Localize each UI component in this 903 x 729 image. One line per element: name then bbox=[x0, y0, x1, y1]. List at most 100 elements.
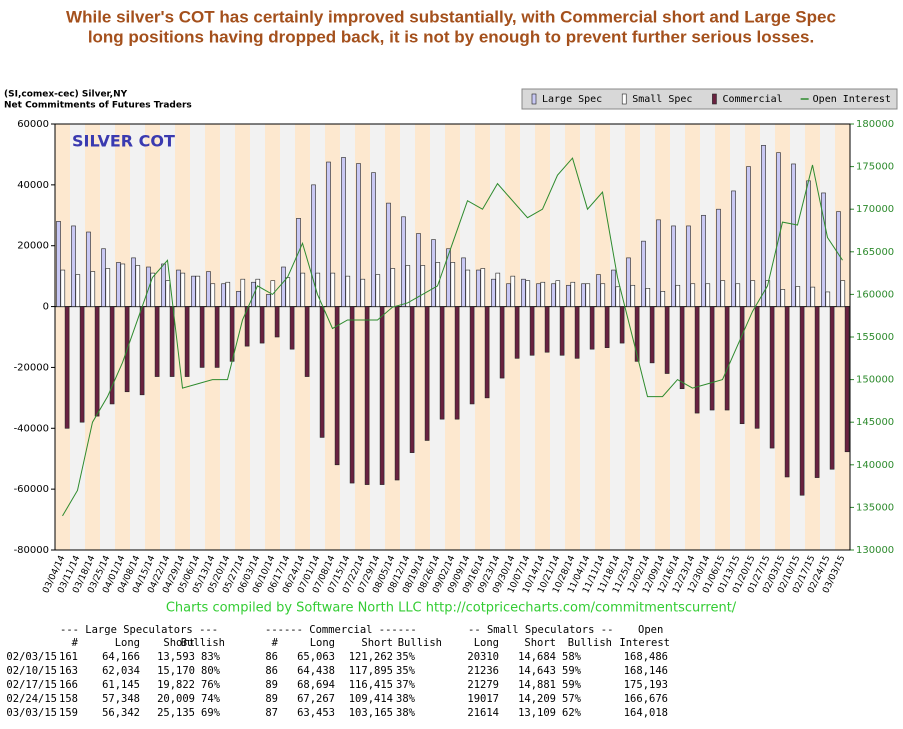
bar bbox=[105, 268, 111, 307]
open-interest-line bbox=[62, 157, 843, 517]
table-cell: 19,822 bbox=[157, 679, 195, 691]
chart-title: While silver's COT has certainly improve… bbox=[66, 7, 836, 26]
table-cell: 35% bbox=[396, 665, 416, 677]
table-cell: 89 bbox=[265, 693, 278, 705]
bar bbox=[285, 277, 291, 307]
y2-tick-label: 140000 bbox=[856, 460, 894, 471]
bar bbox=[555, 280, 561, 307]
week-stripe bbox=[85, 124, 100, 550]
table-cell: 21614 bbox=[467, 707, 499, 719]
legend-box bbox=[521, 88, 898, 110]
bar bbox=[274, 306, 280, 338]
bar bbox=[701, 214, 706, 307]
bar bbox=[214, 306, 220, 368]
bar bbox=[90, 271, 96, 307]
table-cell: 13,593 bbox=[157, 651, 195, 663]
bar bbox=[184, 306, 190, 377]
bar bbox=[424, 306, 430, 441]
table-column: # bbox=[272, 637, 279, 649]
bar bbox=[225, 281, 231, 307]
bar bbox=[304, 306, 310, 377]
bar bbox=[491, 278, 496, 307]
bar bbox=[784, 306, 790, 478]
table-column: Long bbox=[474, 637, 499, 649]
bar bbox=[649, 306, 655, 364]
table-cell: 83% bbox=[201, 651, 221, 663]
chart-label: Net Commitments of Futures Traders bbox=[4, 101, 192, 111]
bar bbox=[431, 239, 436, 307]
bar bbox=[356, 163, 361, 307]
bar bbox=[694, 306, 700, 414]
bar bbox=[619, 306, 625, 344]
week-stripe bbox=[145, 124, 160, 550]
bar bbox=[180, 272, 186, 307]
bar bbox=[349, 306, 355, 484]
bar bbox=[409, 306, 415, 453]
bar bbox=[844, 306, 850, 453]
table-cell: 35% bbox=[396, 651, 416, 663]
table-cell: 63,453 bbox=[297, 707, 335, 719]
table-cell: 25,135 bbox=[157, 707, 195, 719]
bar bbox=[540, 281, 546, 307]
table-cell: 64,438 bbox=[297, 665, 335, 677]
week-stripe bbox=[265, 124, 280, 550]
bar bbox=[101, 248, 106, 307]
bar bbox=[135, 265, 141, 307]
bar bbox=[229, 306, 235, 362]
table-group: Open bbox=[638, 624, 663, 636]
y2-tick-label: 175000 bbox=[856, 162, 894, 173]
table-cell: 38% bbox=[396, 707, 416, 719]
table-cell: 37% bbox=[396, 679, 416, 691]
table-cell: 15,170 bbox=[157, 665, 195, 677]
week-stripe bbox=[250, 124, 265, 550]
bar bbox=[776, 152, 781, 307]
legend-label: Open Interest bbox=[813, 94, 891, 105]
bar bbox=[570, 281, 576, 307]
table-column: Short bbox=[524, 637, 556, 649]
bar bbox=[671, 225, 676, 307]
bar bbox=[514, 306, 520, 359]
bar bbox=[56, 221, 61, 307]
bar bbox=[484, 306, 490, 399]
table-cell: 159 bbox=[59, 707, 78, 719]
table-cell: 38% bbox=[396, 693, 416, 705]
bar bbox=[765, 280, 771, 307]
bar bbox=[330, 272, 336, 307]
table-column: Long bbox=[115, 637, 140, 649]
bar bbox=[799, 306, 805, 496]
y-tick-label: 40000 bbox=[17, 180, 49, 191]
table-cell: 14,643 bbox=[518, 665, 556, 677]
bar bbox=[735, 283, 741, 307]
table-cell: 87 bbox=[265, 707, 278, 719]
bar bbox=[495, 272, 501, 307]
bar bbox=[821, 192, 826, 307]
bar bbox=[319, 306, 325, 438]
bar bbox=[814, 306, 820, 478]
bar bbox=[236, 291, 241, 307]
table-column: Bullish bbox=[181, 637, 225, 649]
week-stripe bbox=[100, 124, 115, 550]
bar bbox=[165, 280, 171, 307]
bar bbox=[259, 306, 265, 344]
week-stripe bbox=[580, 124, 595, 550]
bar bbox=[739, 306, 745, 425]
bar bbox=[390, 268, 396, 307]
bar bbox=[109, 306, 115, 405]
bar bbox=[401, 216, 406, 307]
table-cell: 86 bbox=[265, 665, 278, 677]
bar bbox=[326, 161, 331, 307]
bar bbox=[116, 262, 121, 307]
bar bbox=[600, 283, 606, 307]
table-cell: 62,034 bbox=[102, 665, 140, 677]
week-stripe bbox=[595, 124, 610, 550]
table-cell: 57,348 bbox=[102, 693, 140, 705]
bar bbox=[154, 306, 160, 377]
bar bbox=[675, 284, 681, 307]
bar bbox=[146, 266, 151, 307]
bar bbox=[791, 163, 796, 307]
y2-tick-label: 155000 bbox=[856, 332, 894, 343]
bar bbox=[394, 306, 400, 481]
table-cell: 69% bbox=[201, 707, 221, 719]
week-stripe bbox=[505, 124, 520, 550]
table-column: Short bbox=[361, 637, 393, 649]
